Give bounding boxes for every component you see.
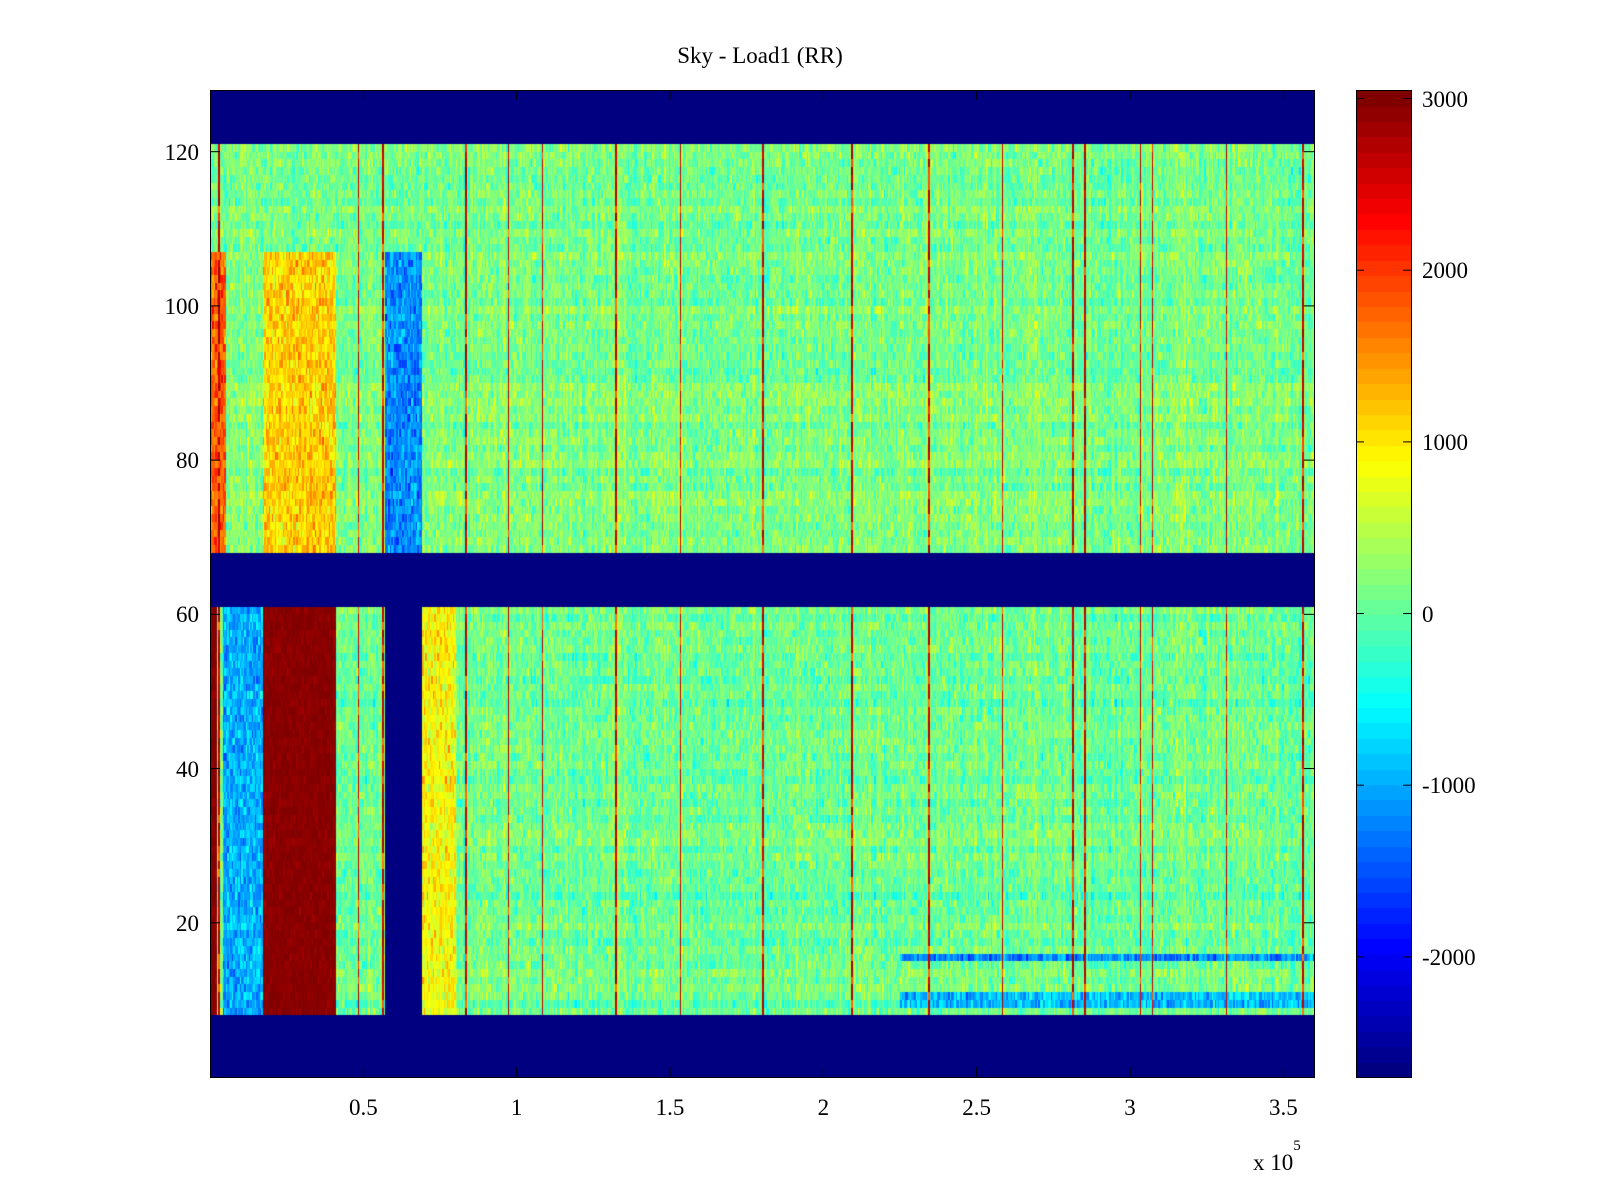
x-axis-multiplier: x 105 [1253,1138,1301,1176]
x-tick-label: 2 [817,1095,830,1120]
x-tick-label: 3.5 [1268,1095,1298,1120]
x-multiplier-exponent: 5 [1293,1138,1301,1154]
heatmap-plot-area [210,90,1314,1077]
y-tick-label: 20 [176,910,199,936]
y-tick-label: 100 [164,293,200,319]
colorbar-tick-label: -1000 [1422,773,1476,799]
colorbar [1356,90,1411,1077]
x-tick-label: 1 [510,1095,523,1120]
x-tick-label: 1.5 [655,1095,685,1120]
x-tick-label: 0.5 [348,1095,378,1120]
colorbar-tick-label: 0 [1422,601,1434,627]
colorbar-tick-label: 2000 [1422,258,1468,284]
colorbar-tick-label: -2000 [1422,944,1476,970]
x-tick-label: 3 [1124,1095,1136,1120]
y-tick-label: 40 [176,756,199,782]
y-tick-label: 120 [164,139,200,165]
x-tick-label: 2.5 [962,1095,992,1120]
y-tick-label: 60 [176,602,199,628]
chart-title: Sky - Load1 (RR) [677,43,843,68]
y-tick-label: 80 [176,448,199,474]
x-multiplier-base: x 10 [1253,1150,1294,1175]
colorbar-tick-label: 3000 [1422,86,1468,112]
colorbar-tick-label: 1000 [1422,429,1468,455]
